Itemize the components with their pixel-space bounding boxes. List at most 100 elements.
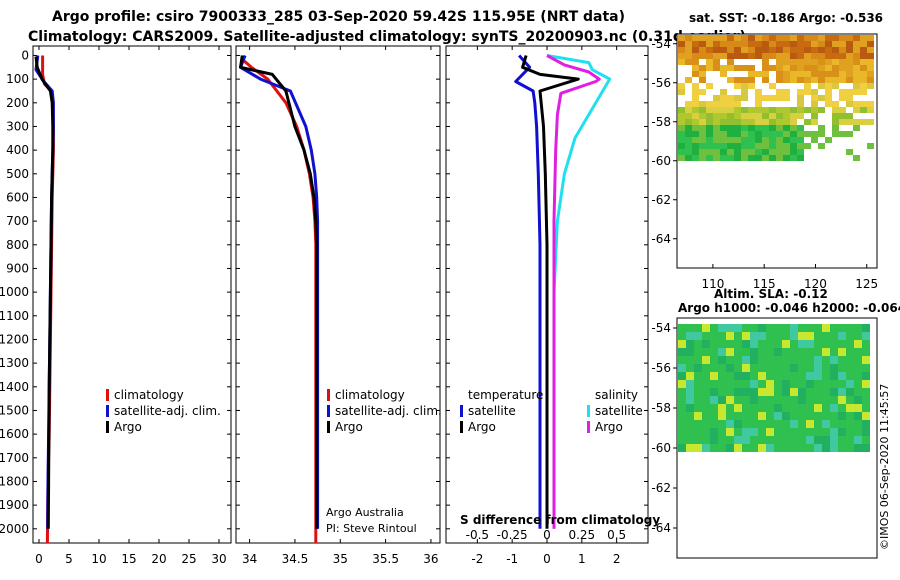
sla-cell	[694, 380, 702, 388]
sla-cell	[822, 348, 830, 356]
sst-cell	[846, 95, 853, 101]
sst-cell	[692, 95, 699, 101]
sla-cell	[854, 372, 862, 380]
sla-cell	[774, 404, 782, 412]
sst-cell	[692, 83, 699, 89]
sla-cell	[694, 340, 702, 348]
sst-cell	[811, 95, 818, 101]
sla-cell	[766, 388, 774, 396]
sla-cell	[854, 404, 862, 412]
sst-cell	[755, 131, 762, 137]
sla-cell	[814, 404, 822, 412]
sla-cell	[678, 404, 686, 412]
salinity-diff-tick-label: 0	[543, 528, 551, 542]
sst-cell	[699, 101, 706, 107]
sst-cell	[839, 113, 846, 119]
sst-cell	[713, 149, 720, 155]
sla-cell	[822, 324, 830, 332]
sst-cell	[811, 89, 818, 95]
sla-cell	[758, 428, 766, 436]
sst-cell	[832, 131, 839, 137]
legend-swatch-climatology	[327, 389, 330, 401]
sla-cell	[726, 388, 734, 396]
x-tick-label: 0	[543, 552, 551, 566]
sla-cell	[758, 444, 766, 452]
sst-cell	[748, 149, 755, 155]
depth-tick-label: 1900	[0, 498, 29, 512]
sst-cell	[776, 89, 783, 95]
sla-cell	[678, 348, 686, 356]
sst-cell	[727, 125, 734, 131]
sst-cell	[713, 131, 720, 137]
sla-cell	[742, 428, 750, 436]
sla-cell	[806, 444, 814, 452]
sst-cell	[804, 107, 811, 113]
sst-cell	[748, 41, 755, 47]
sst-cell	[832, 59, 839, 65]
temperature-panel-frame	[32, 45, 232, 544]
sst-cell	[811, 101, 818, 107]
sst-cell	[741, 53, 748, 59]
depth-tick-label: 600	[6, 190, 29, 204]
sst-cell	[755, 47, 762, 53]
sla-cell	[750, 404, 758, 412]
map-lat-label: -62	[651, 193, 671, 207]
sla-cell	[806, 380, 814, 388]
sla-cell	[862, 364, 870, 372]
legend-swatch-satellite	[106, 405, 109, 417]
sla-cell	[734, 436, 742, 444]
sla-cell	[742, 412, 750, 420]
sst-cell	[776, 131, 783, 137]
sla-cell	[702, 388, 710, 396]
sst-cell	[720, 35, 727, 41]
sst-cell	[797, 53, 804, 59]
sla-cell	[710, 404, 718, 412]
sst-cell	[783, 41, 790, 47]
sst-cell	[741, 77, 748, 83]
x-tick-label: 30	[211, 552, 226, 566]
sst-cell	[783, 59, 790, 65]
sla-cell	[830, 388, 838, 396]
sst-cell	[790, 71, 797, 77]
sst-cell	[762, 77, 769, 83]
sst-cell	[839, 59, 846, 65]
sst-cell	[720, 125, 727, 131]
sst-cell	[727, 59, 734, 65]
sst-cell	[692, 149, 699, 155]
profile-line-temperature-argo	[521, 55, 580, 529]
sla-cell	[838, 348, 846, 356]
sst-cell	[706, 83, 713, 89]
legend-label-argo: Argo	[114, 420, 142, 434]
sla-cell	[822, 340, 830, 348]
sst-cell	[734, 83, 741, 89]
sst-cell	[825, 77, 832, 83]
sla-cell	[822, 388, 830, 396]
sst-cell	[685, 107, 692, 113]
sst-cell	[853, 35, 860, 41]
sst-cell	[825, 59, 832, 65]
x-tick-label: -1	[506, 552, 518, 566]
sla-cell	[822, 436, 830, 444]
legend-swatch-climatology	[106, 389, 109, 401]
sst-cell	[818, 59, 825, 65]
legend-label-satellite: satellite-adj. clim.	[335, 404, 442, 418]
map-lat-label: -54	[651, 321, 671, 335]
sla-cell	[854, 388, 862, 396]
sst-cell	[804, 83, 811, 89]
sst-cell	[832, 77, 839, 83]
sla-cell	[806, 340, 814, 348]
sla-cell	[846, 388, 854, 396]
sla-cell	[830, 356, 838, 364]
sla-cell	[750, 428, 758, 436]
sla-cell	[838, 380, 846, 388]
sla-cell	[726, 396, 734, 404]
sla-cell	[686, 412, 694, 420]
sst-cell	[797, 149, 804, 155]
x-tick-label: 15	[121, 552, 136, 566]
sst-cell	[727, 143, 734, 149]
sla-cell	[862, 372, 870, 380]
sla-cell	[838, 428, 846, 436]
sst-cell	[797, 131, 804, 137]
sst-cell	[860, 59, 867, 65]
sla-cell	[742, 348, 750, 356]
